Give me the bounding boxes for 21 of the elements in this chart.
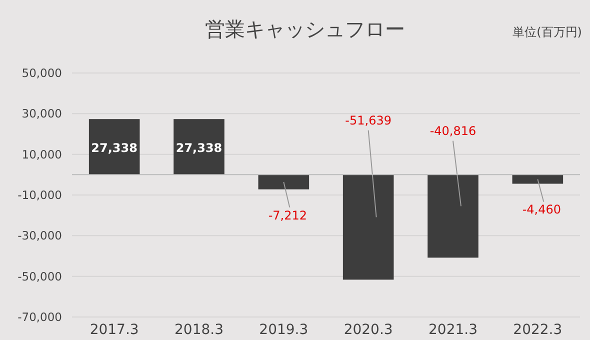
x-tick-label: 2021.3 [428, 322, 478, 338]
x-tick-label: 2017.3 [90, 322, 139, 338]
chart-title: 営業キャッシュフロー [205, 17, 405, 41]
y-tick-label: -50,000 [18, 269, 62, 284]
y-tick-label: -10,000 [18, 188, 62, 202]
x-tick-label: 2020.3 [344, 322, 393, 338]
data-label: -51,639 [345, 113, 392, 128]
x-tick-label: 2018.3 [174, 322, 224, 338]
data-label: 27,338 [91, 140, 138, 155]
data-label: -7,212 [268, 208, 308, 222]
data-label: -4,460 [522, 202, 562, 217]
data-label: 27,338 [176, 140, 222, 155]
y-tick-label: 10,000 [22, 147, 62, 162]
y-tick-label: 50,000 [22, 66, 62, 80]
x-tick-label: 2019.3 [259, 322, 308, 338]
y-tick-label: -70,000 [18, 310, 62, 324]
data-label: -40,816 [430, 124, 476, 138]
y-tick-label: 30,000 [22, 106, 62, 121]
y-tick-label: -30,000 [18, 228, 62, 243]
text: 単位(百万円) [512, 25, 582, 39]
x-tick-label: 2022.3 [513, 322, 562, 338]
